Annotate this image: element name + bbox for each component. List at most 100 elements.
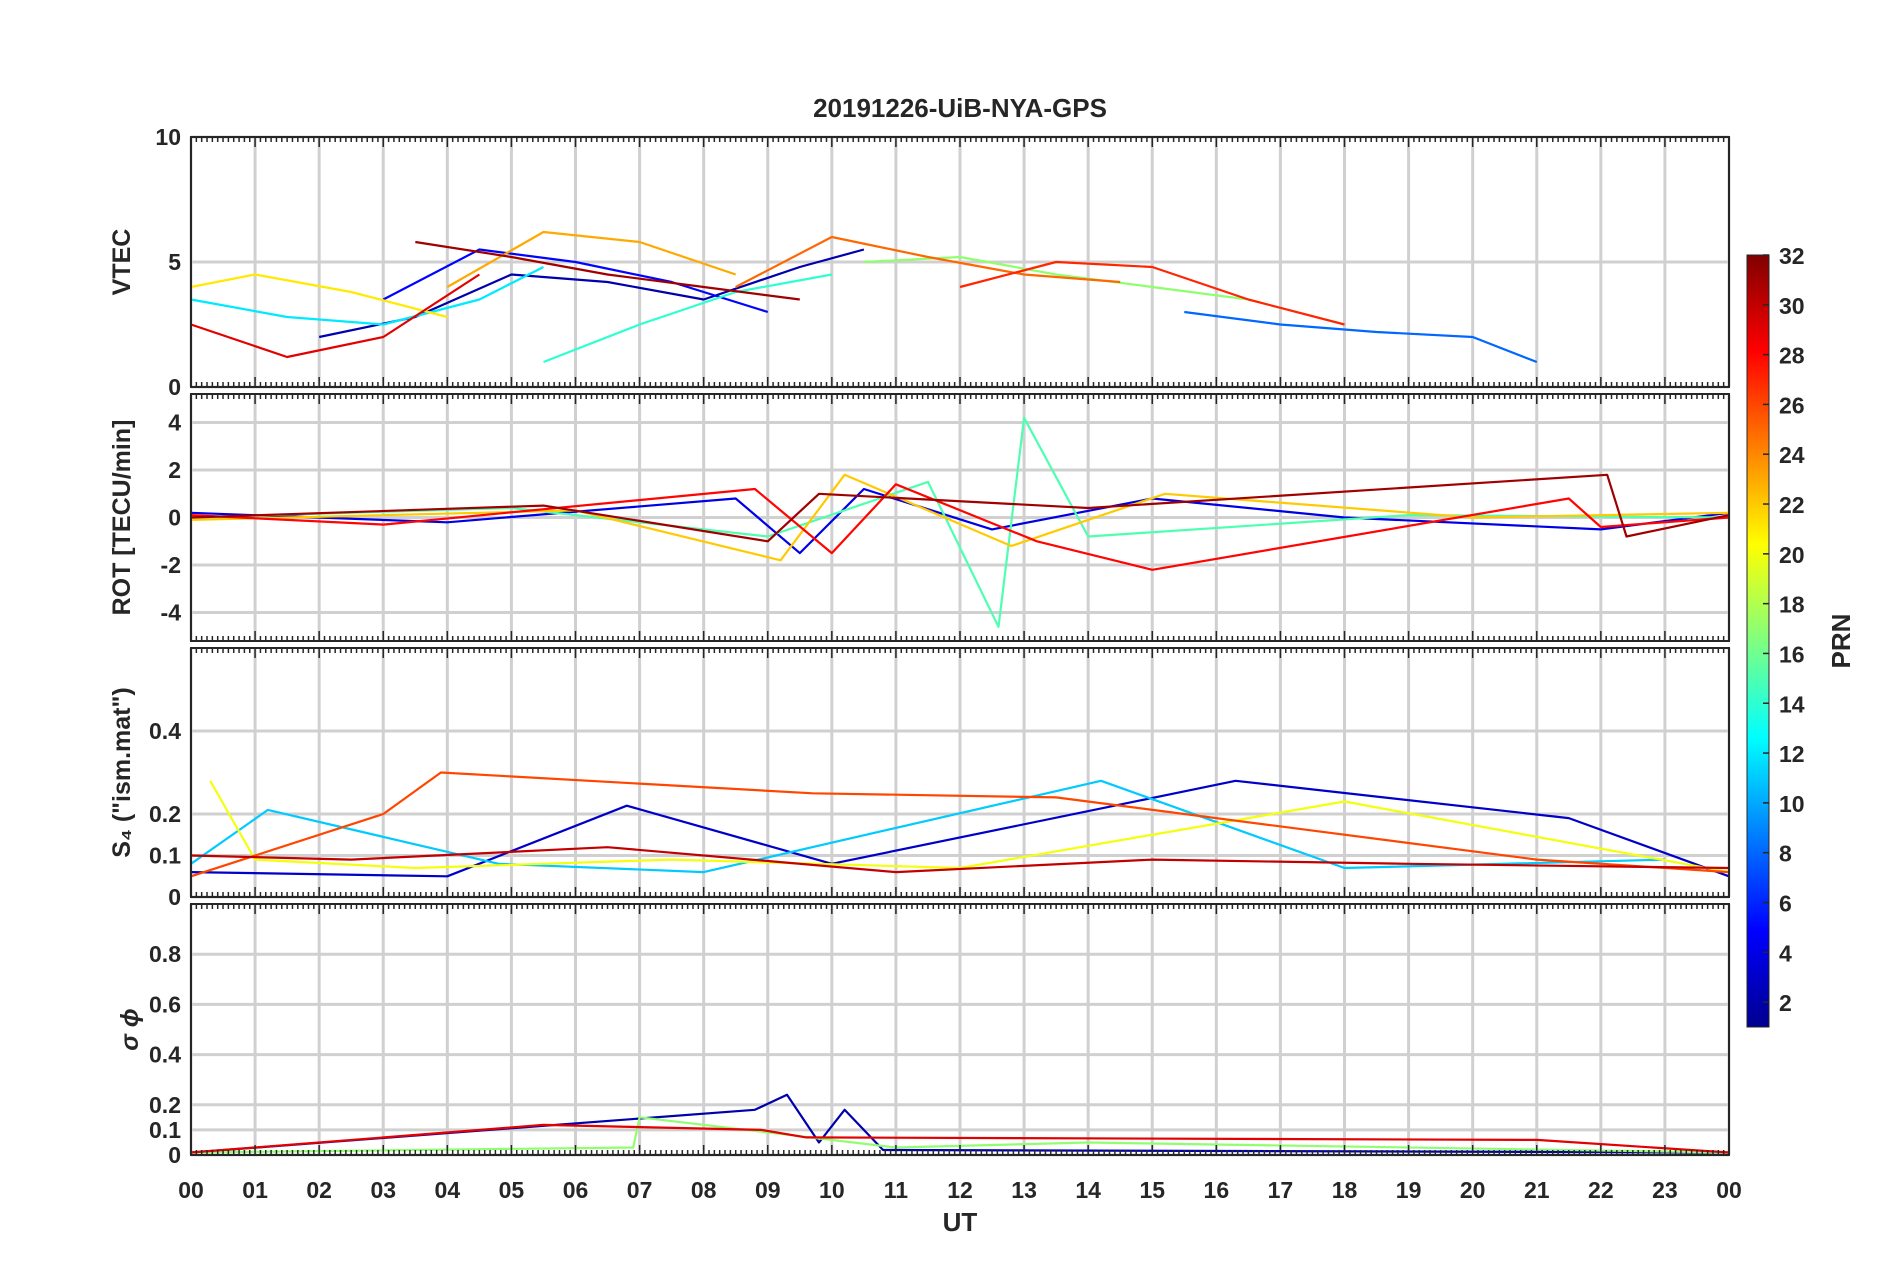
series-line-prn-12 — [190, 266, 544, 326]
y-axis-label: σ ϕ — [116, 1008, 144, 1050]
x-tick-label: 23 — [1652, 1177, 1678, 1203]
series-line-prn-23 — [446, 230, 737, 288]
series-line-prn-2 — [190, 1093, 1730, 1154]
y-tick-label: 2 — [168, 457, 181, 483]
y-tick-label: 0.2 — [149, 801, 181, 827]
x-tick-label: 14 — [1075, 1177, 1101, 1203]
y-tick-label: 0.4 — [149, 1042, 181, 1068]
panel-rot: -4 -2 0 2 4 ROT [TECU/min] — [108, 393, 1731, 642]
x-tick-label: 18 — [1332, 1177, 1358, 1203]
colorbar-tick-label: 22 — [1779, 492, 1805, 518]
colorbar-tick-label: 26 — [1779, 392, 1805, 418]
colorbar-tick-label: 20 — [1779, 542, 1805, 568]
panel-frame — [190, 136, 1730, 388]
panel-s4: 0 0.1 0.2 0.4 S₄ ("ism.mat") — [108, 647, 1731, 910]
series-line-prn-25 — [735, 235, 1121, 288]
x-tick-label: 16 — [1204, 1177, 1230, 1203]
colorbar-tick-label: 10 — [1779, 791, 1805, 817]
series-line-prn-31 — [190, 473, 1730, 543]
series-line-prn-4 — [190, 487, 1730, 555]
x-axis: 00 01 02 03 04 05 06 07 08 09 10 11 12 13 14 15 16 17 18 19… — [178, 1177, 1742, 1203]
x-tick-label: 05 — [499, 1177, 525, 1203]
series-line-prn-29 — [190, 273, 480, 359]
y-tick-label: 0 — [168, 505, 181, 531]
x-tick-label: 00 — [178, 1177, 204, 1203]
x-axis-label: UT — [943, 1207, 978, 1237]
colorbar-tick-label: 24 — [1779, 442, 1805, 468]
colorbar-tick-label: 16 — [1779, 641, 1805, 667]
series-line-prn-27 — [959, 260, 1345, 326]
y-tick-label: -2 — [161, 552, 181, 578]
panel-vtec: 0 5 10 VTEC — [108, 124, 1731, 400]
series-line-prn-8 — [1184, 310, 1538, 364]
series-line-prn-31 — [415, 240, 800, 301]
panel-frame — [190, 647, 1730, 898]
x-tick-label: 01 — [242, 1177, 268, 1203]
colorbar-tick-label: 32 — [1779, 243, 1805, 269]
x-tick-label: 00 — [1716, 1177, 1742, 1203]
y-tick-label: 0.8 — [149, 941, 181, 967]
colorbar-tick-label: 30 — [1779, 293, 1805, 319]
x-tick-label: 20 — [1460, 1177, 1486, 1203]
series-line-prn-17 — [863, 255, 1249, 301]
y-axis-label: ROT [TECU/min] — [108, 420, 136, 616]
y-tick-label: -4 — [161, 600, 182, 626]
y-tick-label: 0.1 — [149, 843, 181, 869]
colorbar-tick-label: 6 — [1779, 890, 1792, 916]
y-tick-label: 0 — [168, 1142, 181, 1168]
series-line-prn-26 — [190, 771, 1730, 878]
series-line-prn-29 — [190, 1123, 1730, 1154]
chart-title: 20191226-UiB-NYA-GPS — [813, 93, 1107, 123]
colorbar-tick-label: 28 — [1779, 343, 1805, 369]
colorbar-tick-label: 12 — [1779, 741, 1805, 767]
x-tick-label: 21 — [1524, 1177, 1550, 1203]
y-tick-label: 10 — [155, 124, 181, 150]
x-tick-label: 08 — [691, 1177, 717, 1203]
series-line-prn-20 — [209, 780, 1730, 874]
colorbar-label: PRN — [1826, 614, 1856, 669]
series-line-prn-21 — [190, 273, 448, 319]
series-line-prn-30 — [190, 846, 1730, 874]
series-line-prn-15 — [190, 416, 1730, 628]
y-axis-label: S₄ ("ism.mat") — [108, 687, 136, 857]
colorbar-tick-label: 18 — [1779, 592, 1805, 618]
y-tick-label: 0.1 — [149, 1117, 181, 1143]
y-axis-label: VTEC — [108, 229, 136, 296]
series-line-prn-11 — [190, 779, 1665, 874]
x-tick-label: 07 — [627, 1177, 653, 1203]
series-line-prn-5 — [382, 248, 769, 314]
x-tick-label: 02 — [306, 1177, 332, 1203]
x-tick-label: 17 — [1268, 1177, 1294, 1203]
colorbar-tick-label: 14 — [1779, 691, 1805, 717]
series-line-prn-14 — [543, 273, 832, 364]
x-tick-label: 03 — [370, 1177, 396, 1203]
colorbar-tick-label: 8 — [1779, 841, 1792, 867]
x-tick-label: 22 — [1588, 1177, 1614, 1203]
x-tick-label: 19 — [1396, 1177, 1422, 1203]
x-tick-label: 06 — [563, 1177, 589, 1203]
x-tick-label: 09 — [755, 1177, 781, 1203]
x-tick-label: 15 — [1139, 1177, 1165, 1203]
y-tick-label: 5 — [168, 249, 181, 275]
colorbar-tick-label: 4 — [1779, 940, 1792, 966]
series-line-prn-17 — [190, 1116, 1730, 1154]
panel-sigma: 00.10.2 0.4 0.6 0.8 σ ϕ — [116, 903, 1731, 1168]
series-line-prn-22 — [190, 473, 1730, 562]
colorbar-tick-label: 2 — [1779, 990, 1792, 1016]
x-tick-label: 04 — [435, 1177, 461, 1203]
y-tick-label: 0.4 — [149, 718, 181, 744]
y-tick-label: 4 — [168, 410, 181, 436]
panel-frame — [190, 903, 1730, 1156]
series-line-prn-28 — [190, 483, 1730, 571]
y-tick-label: 0 — [168, 884, 181, 910]
y-tick-label: 0 — [168, 374, 181, 400]
x-tick-label: 11 — [884, 1177, 909, 1203]
panel-frame — [190, 393, 1730, 642]
y-tick-label: 0.2 — [149, 1092, 181, 1118]
x-tick-label: 10 — [819, 1177, 845, 1203]
y-tick-label: 0.6 — [149, 991, 181, 1017]
x-tick-label: 13 — [1011, 1177, 1037, 1203]
